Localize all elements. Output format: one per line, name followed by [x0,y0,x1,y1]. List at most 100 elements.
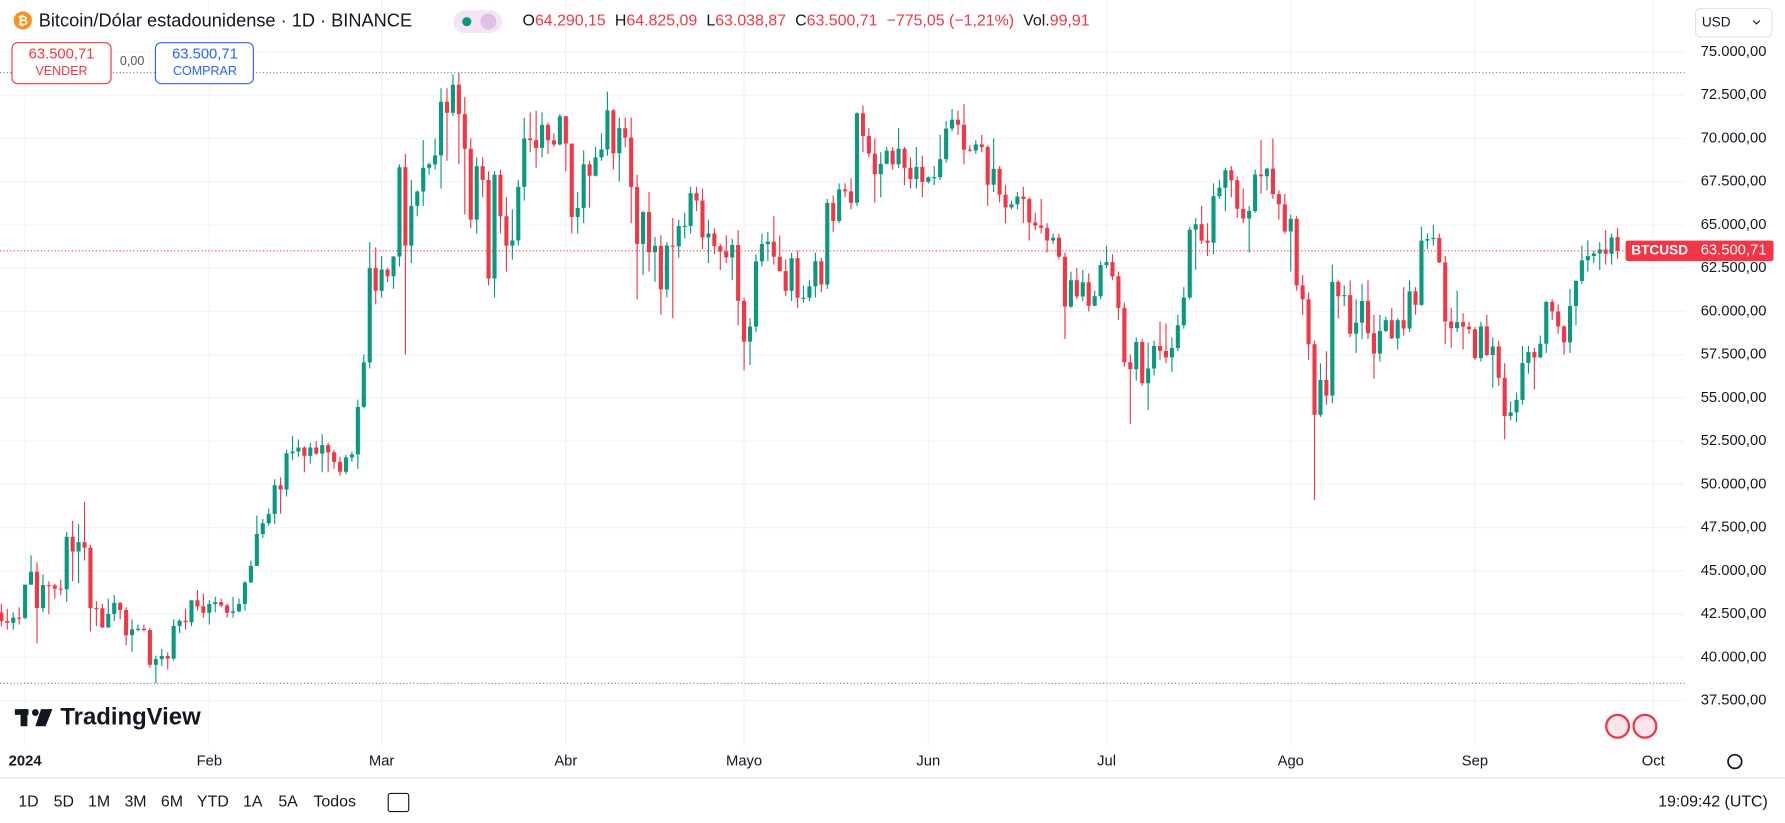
candle-body [890,150,895,165]
buy-label: COMPRAR [173,64,237,78]
y-tick-label: 45.000,00 [1701,563,1767,579]
candle-body [64,536,69,590]
candle-body [130,629,135,636]
candle-body [1080,282,1085,297]
candle-body [1419,240,1424,305]
candle-body [100,608,105,628]
candle-body [896,148,901,165]
ohlc-key: L [706,13,715,30]
candle-body [753,261,759,327]
candle-body [1122,307,1127,363]
candle-body [1134,342,1139,370]
candle-body [52,585,57,589]
price-tag [1625,240,1774,262]
calendar-icon[interactable] [387,792,410,813]
range-button[interactable]: 5D [54,794,74,811]
range-button[interactable]: YTD [197,794,229,811]
candle-body [1336,281,1341,297]
candle-body [789,258,794,291]
candle-body [1401,320,1406,329]
candle-body [373,268,378,291]
candle-body [1597,249,1602,254]
candle-body [462,114,467,149]
candle-body [248,565,253,583]
event-flag[interactable] [1632,713,1658,739]
range-button[interactable]: 5A [278,794,298,811]
candles [0,72,1620,684]
candle-body [979,144,984,148]
candle-body [1342,295,1347,297]
y-tick-label: 72.500,00 [1701,87,1767,103]
candle-body [783,271,788,291]
range-button[interactable]: 1D [18,794,38,811]
candle-body [207,604,212,613]
settings-icon[interactable] [1727,753,1743,770]
candle-body [1562,326,1567,343]
y-tick-label: 67.500,00 [1701,174,1767,190]
y-tick-label: 57.500,00 [1701,347,1767,363]
candle-body [1021,196,1026,200]
candle-body [528,138,533,141]
candle-body [813,261,818,287]
range-button[interactable]: 3M [124,794,146,811]
candle-body [1365,301,1371,334]
candle-body [159,655,164,660]
candle-body [1056,237,1062,257]
y-tick-label: 52.500,00 [1701,433,1767,449]
candle-body [676,226,681,247]
candle-body [1223,170,1228,188]
candle-body [843,189,848,192]
candle-body [724,251,729,258]
candle-body [11,617,16,623]
grid [0,0,1685,746]
candle-body [1324,380,1329,396]
candle-body [1496,346,1501,378]
candle-body [1253,174,1258,212]
range-button[interactable]: 1M [88,794,110,811]
candle-body [1455,322,1460,329]
candle-body [1383,320,1388,331]
candle-body [759,244,764,262]
candle-body [736,244,741,301]
candle-body [1199,224,1204,241]
candle-body [534,140,539,148]
candle-body [593,157,598,176]
candle-body [118,602,123,610]
sell-button[interactable] [11,42,112,85]
candle-body [82,542,87,548]
candle-body [1407,291,1412,329]
candle-body [1015,196,1020,205]
candle-body [1098,265,1103,297]
candle-body [40,585,45,609]
candle-body [480,166,485,180]
candle-body [599,149,604,158]
currency: USD [1702,14,1731,29]
candle-body [1193,224,1198,230]
y-tick-label: 47.500,00 [1701,520,1767,536]
y-tick-label: 55.000,00 [1701,390,1767,406]
candle-body [183,620,188,623]
change: −775,05 (−1,21%) [887,13,1014,30]
range-button[interactable]: Todos [313,794,356,811]
range-button[interactable]: 1A [243,794,263,811]
coin-icon [13,11,32,30]
candle-body [1086,282,1091,306]
candle-body [1175,325,1180,349]
candle-body [450,84,455,113]
symbol-title[interactable]: Bitcoin/Dólar estadounidense · 1D · BINA… [39,10,412,30]
range-button[interactable]: 6M [161,794,183,811]
candle-body [1389,320,1394,339]
event-flag[interactable] [1605,713,1631,739]
candle-body [1443,262,1448,322]
buy-button[interactable] [154,42,254,85]
coin-icon-glyph: ₿ [18,14,28,28]
currency-select[interactable] [1695,7,1773,38]
candle-body [807,286,812,298]
candle-body [1306,299,1311,345]
x-tick-label: Abr [554,753,577,769]
candle-body [522,138,527,187]
candle-body [278,485,283,490]
y-tick-label: 60.000,00 [1701,303,1767,319]
candle-body [17,617,22,619]
candle-body [367,268,372,363]
